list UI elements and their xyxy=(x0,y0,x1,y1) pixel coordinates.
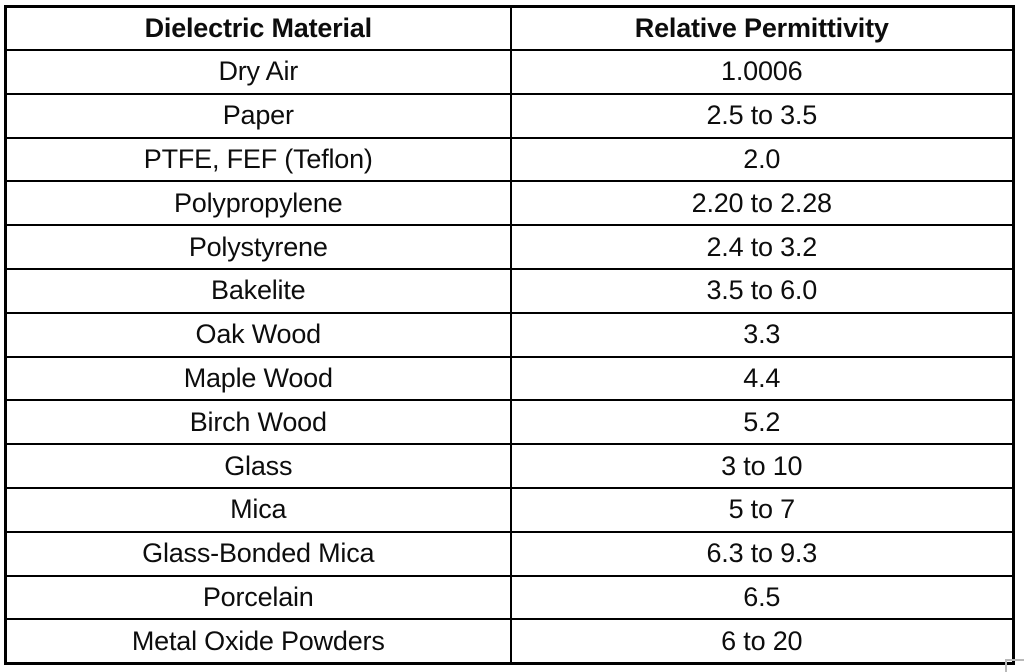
table-row: Mica 5 to 7 xyxy=(4,486,1015,533)
table-row: Dry Air 1.0006 xyxy=(4,49,1015,95)
material-cell: Porcelain xyxy=(4,574,512,621)
permittivity-cell: 3.3 xyxy=(509,311,1015,358)
table-row: Maple Wood 4.4 xyxy=(4,355,1015,402)
table-row: PTFE, FEF (Teflon) 2.0 xyxy=(4,136,1015,183)
table-row: Bakelite 3.5 to 6.0 xyxy=(4,267,1015,314)
material-cell: Maple Wood xyxy=(4,355,512,402)
permittivity-cell: 2.0 xyxy=(509,136,1015,183)
permittivity-cell: 6.5 xyxy=(509,574,1015,621)
table-row: Birch Wood 5.2 xyxy=(4,399,1015,446)
material-cell: Glass-Bonded Mica xyxy=(4,530,512,577)
material-cell: Paper xyxy=(4,92,512,139)
permittivity-cell: 5.2 xyxy=(509,399,1015,446)
table-row: Glass 3 to 10 xyxy=(4,443,1015,489)
permittivity-cell: 1.0006 xyxy=(509,49,1015,95)
material-cell: Oak Wood xyxy=(4,311,512,358)
material-cell: Bakelite xyxy=(4,267,512,314)
permittivity-cell: 6 to 20 xyxy=(509,618,1015,665)
permittivity-cell: 2.4 to 3.2 xyxy=(509,224,1015,270)
table-row: Glass-Bonded Mica 6.3 to 9.3 xyxy=(4,530,1015,577)
material-cell: Glass xyxy=(4,443,512,489)
table-row: Metal Oxide Powders 6 to 20 xyxy=(4,618,1015,665)
permittivity-cell: 6.3 to 9.3 xyxy=(509,530,1015,577)
table-row: Polystyrene 2.4 to 3.2 xyxy=(4,224,1015,270)
table-body: Dry Air 1.0006 Paper 2.5 to 3.5 PTFE, FEF (T… xyxy=(4,49,1015,665)
material-cell: PTFE, FEF (Teflon) xyxy=(4,136,512,183)
material-cell: Metal Oxide Powders xyxy=(4,618,512,665)
table-row: Polypropylene 2.20 to 2.28 xyxy=(4,180,1015,227)
material-cell: Dry Air xyxy=(4,49,512,95)
column-header-relative-permittivity: Relative Permittivity xyxy=(509,5,1015,51)
material-cell: Mica xyxy=(4,486,512,533)
permittivity-cell: 2.5 to 3.5 xyxy=(509,92,1015,139)
permittivity-cell: 5 to 7 xyxy=(509,486,1015,533)
table-row: Porcelain 6.5 xyxy=(4,574,1015,621)
permittivity-cell: 2.20 to 2.28 xyxy=(509,180,1015,227)
material-cell: Birch Wood xyxy=(4,399,512,446)
column-header-dielectric-material: Dielectric Material xyxy=(4,5,512,51)
table-row: Oak Wood 3.3 xyxy=(4,311,1015,358)
resize-corner-artifact xyxy=(1005,659,1024,672)
material-cell: Polystyrene xyxy=(4,224,512,270)
material-cell: Polypropylene xyxy=(4,180,512,227)
permittivity-cell: 3 to 10 xyxy=(509,443,1015,489)
table-header-row: Dielectric Material Relative Permittivit… xyxy=(4,5,1015,51)
permittivity-cell: 3.5 to 6.0 xyxy=(509,267,1015,314)
table-row: Paper 2.5 to 3.5 xyxy=(4,92,1015,139)
dielectric-permittivity-table: Dielectric Material Relative Permittivit… xyxy=(4,5,1015,666)
permittivity-cell: 4.4 xyxy=(509,355,1015,402)
